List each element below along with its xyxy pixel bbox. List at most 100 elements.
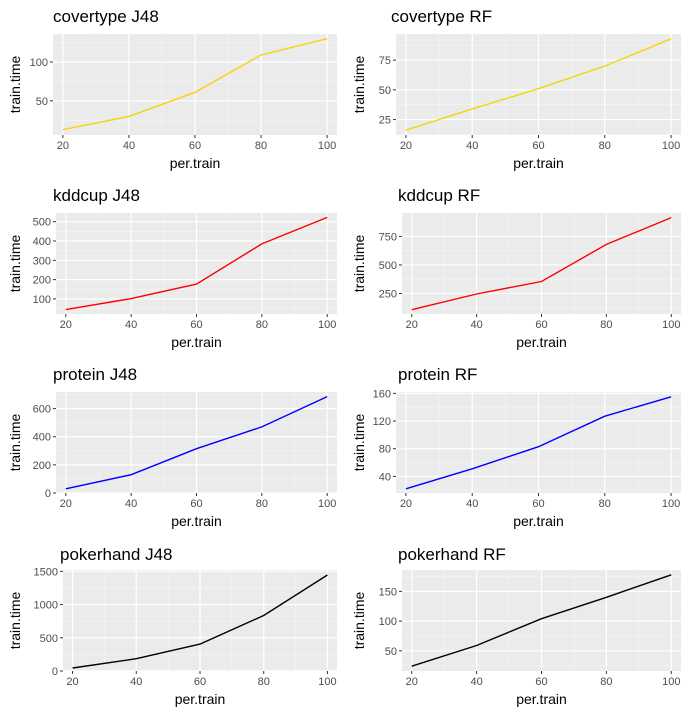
series-line bbox=[62, 38, 328, 131]
x-tick-label: 80 bbox=[599, 140, 611, 152]
x-tick-label: 60 bbox=[190, 498, 202, 510]
y-tick-label: 250 bbox=[379, 288, 397, 300]
y-tick-label: 400 bbox=[33, 432, 51, 444]
x-tick-label: 20 bbox=[406, 319, 418, 331]
y-tick-label: 500 bbox=[33, 217, 51, 229]
x-tick-label: 40 bbox=[470, 676, 482, 688]
y-tick-label: 160 bbox=[373, 388, 391, 400]
x-tick-label: 60 bbox=[535, 319, 547, 331]
x-tick-label: 100 bbox=[318, 498, 336, 510]
chart-panel-4: 20 40 60 80 100 250 500 750 kddcup RF per.train tr… bbox=[351, 186, 681, 350]
x-tick-label: 100 bbox=[318, 319, 336, 331]
chart-title: covertype J48 bbox=[53, 7, 159, 26]
y-tick-label: 600 bbox=[33, 404, 51, 416]
x-tick-label: 20 bbox=[406, 676, 418, 688]
x-tick-label: 60 bbox=[189, 140, 201, 152]
y-tick-label: 300 bbox=[33, 255, 51, 267]
chart-panel-6: 20 40 60 80 100 40 80 120 160 protein RF per.train… bbox=[351, 365, 681, 529]
y-axis-label: train.time bbox=[7, 235, 23, 293]
chart-panel-2: 20 40 60 80 100 25 50 75 covertype RF per.train tr… bbox=[351, 7, 681, 171]
chart-title: pokerhand RF bbox=[398, 545, 506, 564]
y-tick-label: 100 bbox=[379, 616, 397, 628]
x-tick-label: 100 bbox=[318, 140, 336, 152]
chart-title: kddcup RF bbox=[398, 186, 480, 205]
x-tick-label: 80 bbox=[256, 319, 268, 331]
y-axis-label: train.time bbox=[351, 235, 367, 293]
x-axis-label: per.train bbox=[516, 334, 567, 350]
x-tick-label: 40 bbox=[125, 498, 137, 510]
series-line bbox=[411, 216, 672, 311]
y-tick-label: 100 bbox=[30, 57, 48, 69]
x-tick-label: 40 bbox=[470, 319, 482, 331]
series-line bbox=[65, 216, 328, 311]
series-line bbox=[72, 574, 328, 669]
x-tick-label: 40 bbox=[466, 498, 478, 510]
x-axis-label: per.train bbox=[170, 155, 221, 171]
x-tick-label: 40 bbox=[125, 319, 137, 331]
x-tick-label: 20 bbox=[66, 676, 78, 688]
chart-title: kddcup J48 bbox=[53, 186, 140, 205]
chart-title: protein J48 bbox=[53, 365, 137, 384]
y-tick-label: 750 bbox=[379, 231, 397, 243]
y-axis-label: train.time bbox=[351, 414, 367, 472]
x-tick-label: 60 bbox=[532, 140, 544, 152]
y-tick-label: 200 bbox=[33, 460, 51, 472]
x-tick-label: 40 bbox=[130, 676, 142, 688]
y-tick-label: 500 bbox=[40, 633, 58, 645]
y-tick-label: 50 bbox=[379, 85, 391, 97]
x-tick-label: 60 bbox=[532, 498, 544, 510]
x-tick-label: 100 bbox=[318, 676, 336, 688]
chart-panel-1: 20 40 60 80 100 50 100 covertype J48 per.train tr… bbox=[7, 7, 337, 171]
y-tick-label: 40 bbox=[379, 471, 391, 483]
y-tick-label: 0 bbox=[52, 666, 58, 678]
x-axis-label: per.train bbox=[175, 691, 226, 707]
series-line bbox=[411, 574, 672, 667]
x-axis-label: per.train bbox=[513, 155, 564, 171]
x-tick-label: 100 bbox=[662, 676, 680, 688]
x-tick-label: 60 bbox=[190, 319, 202, 331]
y-tick-label: 100 bbox=[33, 294, 51, 306]
x-axis-label: per.train bbox=[516, 691, 567, 707]
y-tick-label: 120 bbox=[373, 416, 391, 428]
y-axis-label: train.time bbox=[7, 592, 23, 650]
chart-title: covertype RF bbox=[391, 7, 492, 26]
y-tick-label: 50 bbox=[385, 646, 397, 658]
x-tick-label: 80 bbox=[258, 676, 270, 688]
y-tick-label: 150 bbox=[379, 586, 397, 598]
x-tick-label: 40 bbox=[466, 140, 478, 152]
x-tick-label: 60 bbox=[194, 676, 206, 688]
x-tick-label: 20 bbox=[60, 319, 72, 331]
y-axis-label: train.time bbox=[351, 592, 367, 650]
x-axis-label: per.train bbox=[171, 513, 222, 529]
y-axis-label: train.time bbox=[7, 56, 23, 114]
x-tick-label: 20 bbox=[57, 140, 69, 152]
y-tick-label: 0 bbox=[45, 488, 51, 500]
y-axis-label: train.time bbox=[351, 56, 367, 114]
series-line bbox=[405, 38, 672, 131]
x-tick-label: 20 bbox=[400, 498, 412, 510]
x-tick-label: 80 bbox=[255, 140, 267, 152]
chart-title: pokerhand J48 bbox=[60, 545, 172, 564]
x-axis-label: per.train bbox=[171, 334, 222, 350]
chart-panel-8: 20 40 60 80 100 50 100 150 pokerhand RF per.train… bbox=[351, 545, 681, 707]
x-tick-label: 20 bbox=[60, 498, 72, 510]
chart-title: protein RF bbox=[398, 365, 477, 384]
y-tick-label: 1500 bbox=[34, 566, 58, 578]
x-tick-label: 40 bbox=[123, 140, 135, 152]
x-tick-label: 80 bbox=[599, 498, 611, 510]
series-line bbox=[65, 395, 328, 490]
y-tick-label: 50 bbox=[36, 96, 48, 108]
chart-panel-5: 20 40 60 80 100 0 200 400 600 protein J48 per.trai… bbox=[7, 365, 337, 529]
series-line bbox=[405, 396, 672, 490]
y-axis-label: train.time bbox=[7, 414, 23, 472]
y-tick-label: 80 bbox=[379, 444, 391, 456]
x-tick-label: 20 bbox=[400, 140, 412, 152]
x-tick-label: 100 bbox=[662, 498, 680, 510]
x-tick-label: 100 bbox=[662, 140, 680, 152]
y-tick-label: 75 bbox=[379, 55, 391, 67]
y-tick-label: 400 bbox=[33, 236, 51, 248]
x-tick-label: 60 bbox=[535, 676, 547, 688]
